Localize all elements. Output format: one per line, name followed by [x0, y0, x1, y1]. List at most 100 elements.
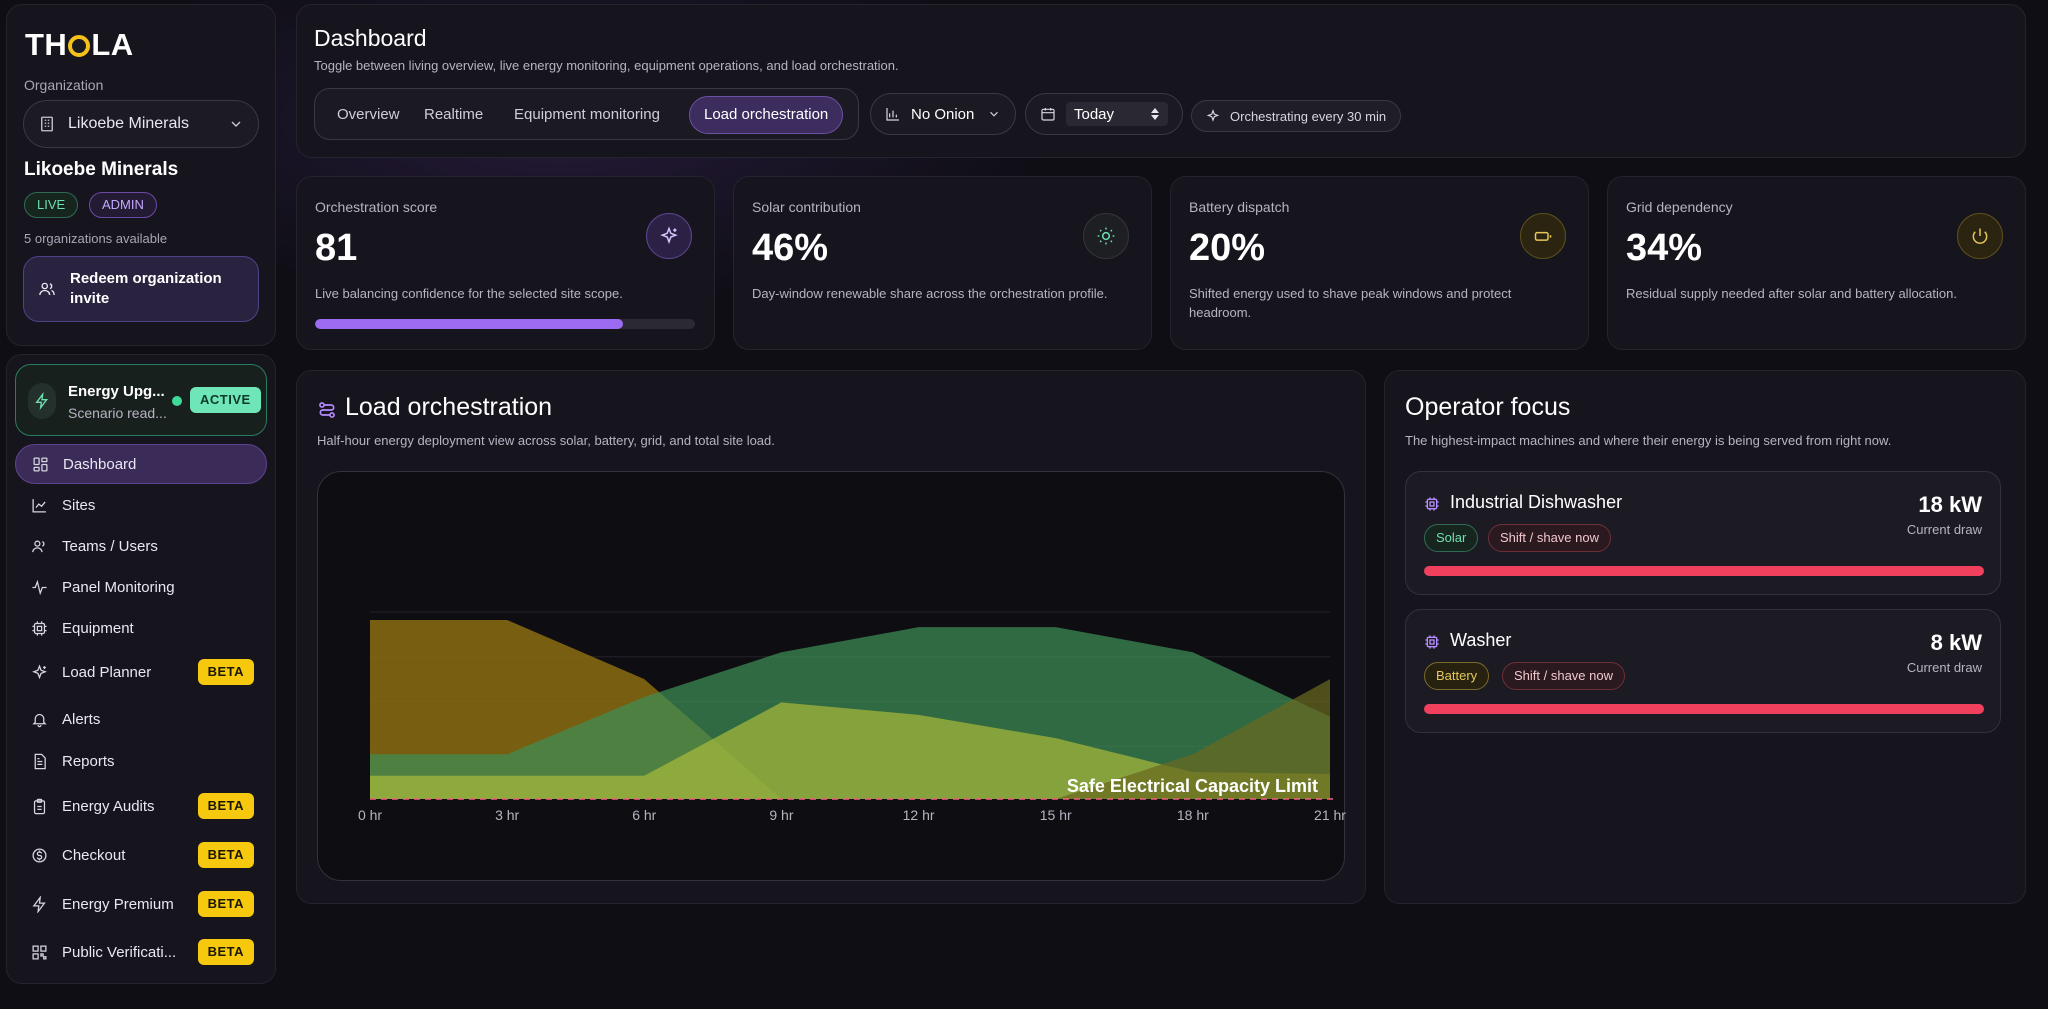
action-tag[interactable]: Shift / shave now	[1488, 524, 1611, 552]
series-area-3	[370, 679, 1330, 799]
machine-card[interactable]: Industrial Dishwasher 18 kW Current draw…	[1405, 471, 2001, 595]
logo[interactable]: TH LA	[25, 27, 134, 62]
action-tag[interactable]: Shift / shave now	[1502, 662, 1625, 690]
sidebar-item-label: Public Verificati...	[62, 943, 177, 961]
load-chart-svg: Safe Electrical Capacity Limit 0 hr 3 hr 6…	[358, 611, 1346, 823]
power-icon	[1957, 213, 2003, 259]
stat-label: Orchestration score	[315, 199, 438, 215]
x-tick-label: 6 hr	[632, 807, 656, 823]
stat-value: 20%	[1189, 227, 1266, 269]
tab-load-orchestration[interactable]: Load orchestration	[689, 96, 844, 134]
tab-realtime[interactable]: Realtime	[424, 106, 484, 123]
load-bar	[1424, 566, 1984, 576]
admin-badge: ADMIN	[89, 192, 157, 218]
machine-card[interactable]: Washer 8 kW Current draw Battery Shift /…	[1405, 609, 2001, 733]
sidebar-item-checkout[interactable]: Checkout BETA	[15, 835, 267, 875]
view-tabs: Overview Realtime Equipment monitoring L…	[314, 88, 859, 140]
date-select-value: Today	[1074, 105, 1115, 123]
qr-icon	[31, 944, 48, 961]
sidebar-item-panel-monitoring[interactable]: Panel Monitoring	[15, 567, 267, 607]
org-name: Likoebe Minerals	[24, 159, 179, 180]
org-select[interactable]: Likoebe Minerals	[23, 100, 259, 148]
operator-focus-subtitle: The highest-impact machines and where th…	[1405, 433, 1892, 448]
operator-focus-title: Operator focus	[1405, 393, 1571, 421]
live-badge: LIVE	[24, 192, 79, 218]
beta-badge: BETA	[197, 891, 254, 917]
sidebar-item-public-verification[interactable]: Public Verificati... BETA	[15, 932, 267, 972]
chip-icon	[31, 620, 48, 637]
sidebar-item-label: Teams / Users	[62, 537, 158, 555]
stat-card-battery-dispatch: Battery dispatch 20% Shifted energy used…	[1170, 176, 1589, 350]
load-orchestration-card: Load orchestration Half-hour energy depl…	[296, 370, 1366, 904]
x-tick-label: 21 hr	[1314, 807, 1346, 823]
sidebar-item-sites[interactable]: Sites	[15, 485, 267, 525]
date-picker[interactable]: Today	[1025, 93, 1183, 135]
source-tag: Battery	[1424, 662, 1490, 690]
energy-upgrade-card[interactable]: Energy Upg... Scenario read... ACTIVE	[15, 364, 267, 436]
sidebar-item-equipment[interactable]: Equipment	[15, 608, 267, 648]
machine-kw: 8 kW	[1930, 630, 1982, 655]
clipboard-icon	[31, 798, 48, 815]
machine-kw: 18 kW	[1918, 492, 1982, 517]
machine-draw-label: Current draw	[1906, 660, 1982, 675]
chip-icon	[1424, 496, 1440, 512]
date-select[interactable]: Today	[1066, 102, 1168, 126]
stat-label: Battery dispatch	[1189, 199, 1290, 215]
tab-overview[interactable]: Overview	[337, 106, 400, 123]
building-icon	[38, 115, 56, 133]
stat-card-grid-dependency: Grid dependency 34% Residual supply need…	[1607, 176, 2026, 350]
x-tick-label: 3 hr	[495, 807, 519, 823]
users-icon	[31, 538, 48, 555]
sidebar-item-label: Energy Premium	[62, 895, 174, 913]
sidebar-nav: Energy Upg... Scenario read... ACTIVE Da…	[6, 354, 276, 984]
sidebar-item-teams-users[interactable]: Teams / Users	[15, 526, 267, 566]
logo-ring-icon	[68, 35, 91, 57]
page-subtitle: Toggle between living overview, live ene…	[314, 58, 899, 73]
sidebar-item-alerts[interactable]: Alerts	[15, 699, 267, 739]
machine-draw-label: Current draw	[1906, 522, 1982, 537]
x-tick-label: 15 hr	[1040, 807, 1072, 823]
stat-value: 34%	[1626, 227, 1703, 269]
bolt-icon	[28, 383, 56, 419]
beta-badge: BETA	[197, 793, 254, 819]
sidebar-item-label: Sites	[62, 496, 96, 514]
stat-card-solar-contribution: Solar contribution 46% Day-window renewa…	[733, 176, 1152, 350]
site-select-value: No Onion	[911, 105, 975, 123]
sidebar-item-reports[interactable]: Reports	[15, 741, 267, 781]
dollar-icon	[31, 847, 48, 864]
stat-label: Grid dependency	[1626, 199, 1733, 215]
score-progress-fill	[315, 319, 623, 329]
sidebar-item-label: Checkout	[62, 846, 126, 864]
site-select[interactable]: No Onion	[870, 93, 1016, 135]
stat-description: Live balancing confidence for the select…	[315, 286, 623, 301]
redeem-invite-button[interactable]: Redeem organization invite	[23, 256, 259, 322]
bolt-icon	[31, 895, 48, 913]
sidebar-item-label: Energy Audits	[62, 797, 155, 815]
beta-badge: BETA	[197, 939, 254, 965]
bell-icon	[31, 711, 48, 728]
x-tick-label: 18 hr	[1177, 807, 1209, 823]
active-badge: ACTIVE	[190, 387, 261, 413]
score-progress-bar	[315, 319, 695, 329]
tab-equipment-monitoring[interactable]: Equipment monitoring	[514, 106, 660, 123]
org-label: Organization	[24, 77, 104, 93]
pulse-icon	[31, 579, 48, 596]
sidebar-item-energy-audits[interactable]: Energy Audits BETA	[15, 786, 267, 826]
grid-icon	[32, 456, 49, 473]
document-icon	[31, 753, 48, 770]
sidebar-item-load-planner[interactable]: Load Planner BETA	[15, 652, 267, 692]
sidebar-item-energy-premium[interactable]: Energy Premium BETA	[15, 884, 267, 924]
users-icon	[38, 280, 56, 298]
sidebar-item-label: Alerts	[62, 710, 101, 728]
chip-icon	[1424, 634, 1440, 650]
sidebar-item-label: Equipment	[62, 619, 134, 637]
page-title: Dashboard	[314, 25, 427, 51]
orgs-available: 5 organizations available	[24, 231, 168, 246]
sidebar-item-label: Load Planner	[62, 663, 152, 681]
sparkle-icon	[646, 213, 692, 259]
sidebar-item-dashboard[interactable]: Dashboard	[15, 444, 267, 484]
updown-icon	[1150, 107, 1160, 121]
source-tag: Solar	[1424, 524, 1479, 552]
load-orchestration-subtitle: Half-hour energy deployment view across …	[317, 433, 775, 448]
sidebar-org-panel: TH LA Organization Likoebe Minerals Likoe…	[6, 4, 276, 346]
